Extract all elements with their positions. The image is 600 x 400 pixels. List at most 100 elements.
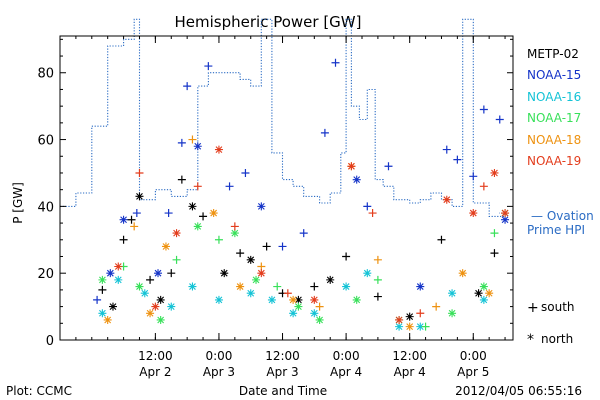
- legend-noaa-18: NOAA-18: [527, 133, 581, 147]
- legend-noaa-19: NOAA-19: [527, 154, 581, 168]
- marker-south: [490, 249, 499, 258]
- marker-south: [257, 262, 266, 271]
- marker-south: [188, 135, 197, 144]
- marker-north: [252, 275, 261, 284]
- marker-north: [315, 315, 324, 324]
- marker-north: [257, 269, 266, 278]
- marker-north: [479, 282, 488, 291]
- marker-north: [154, 269, 163, 278]
- marker-north: [257, 202, 266, 211]
- marker-north: [501, 215, 510, 224]
- marker-north: [448, 309, 457, 318]
- marker-north: [458, 269, 467, 278]
- marker-north: [352, 175, 361, 184]
- marker-north: [490, 168, 499, 177]
- marker-south: [320, 128, 329, 137]
- marker-south: [127, 215, 136, 224]
- marker-north: [119, 215, 128, 224]
- marker-south: [490, 229, 499, 238]
- marker-north: [108, 302, 117, 311]
- marker-south: [299, 229, 308, 238]
- x-tick-label: 0:00: [333, 349, 360, 363]
- marker-south: [368, 209, 377, 218]
- marker-south: [236, 249, 245, 258]
- marker-north: [448, 289, 457, 298]
- marker-south: [214, 235, 223, 244]
- x-tick-label: 0:00: [205, 349, 232, 363]
- marker-south: [373, 255, 382, 264]
- y-tick-label: 40: [37, 200, 54, 215]
- marker-south: [262, 242, 271, 251]
- legend-north-label: north: [541, 332, 573, 346]
- marker-north: [193, 222, 202, 231]
- marker-south: [363, 202, 372, 211]
- marker-north: [188, 202, 197, 211]
- marker-north: [167, 302, 176, 311]
- marker-north: [161, 242, 170, 251]
- marker-south: [98, 285, 107, 294]
- marker-south: [432, 302, 441, 311]
- marker-north: [172, 229, 181, 238]
- y-tick-label: 60: [37, 134, 54, 149]
- marker-north: [395, 315, 404, 324]
- legend-ovation-line2: Prime HPI: [527, 223, 585, 237]
- marker-south: [177, 138, 186, 147]
- legend-north-symbol: *: [527, 332, 534, 348]
- marker-south: [373, 292, 382, 301]
- ovation-hpi-line: [60, 18, 506, 217]
- marker-north: [103, 315, 112, 324]
- legend-south-label: south: [541, 300, 575, 314]
- series-noaa-15: [93, 58, 510, 304]
- marker-north: [352, 295, 361, 304]
- x-tick-sublabel: Apr 3: [266, 365, 298, 379]
- marker-north: [474, 289, 483, 298]
- marker-south: [177, 175, 186, 184]
- marker-south: [183, 82, 192, 91]
- marker-south: [146, 275, 155, 284]
- marker-north: [326, 275, 335, 284]
- marker-north: [363, 269, 372, 278]
- x-axis-label: Date and Time: [239, 384, 327, 398]
- marker-south: [135, 168, 144, 177]
- marker-south: [204, 62, 213, 71]
- marker-north: [156, 295, 165, 304]
- marker-south: [331, 58, 340, 67]
- marker-north: [405, 322, 414, 331]
- marker-north: [188, 282, 197, 291]
- marker-north: [416, 322, 425, 331]
- marker-north: [220, 269, 229, 278]
- marker-north: [442, 195, 451, 204]
- marker-north: [294, 302, 303, 311]
- y-tick-label: 0: [46, 334, 54, 349]
- marker-south: [469, 172, 478, 181]
- marker-north: [214, 295, 223, 304]
- marker-north: [135, 192, 144, 201]
- marker-north: [416, 282, 425, 291]
- marker-north: [485, 289, 494, 298]
- x-tick-sublabel: Apr 3: [203, 365, 235, 379]
- x-tick-label: 12:00: [392, 349, 427, 363]
- marker-north: [98, 275, 107, 284]
- marker-south: [119, 235, 128, 244]
- x-tick-sublabel: Apr 2: [139, 365, 171, 379]
- marker-north: [347, 162, 356, 171]
- marker-north: [114, 262, 123, 271]
- marker-south: [172, 255, 181, 264]
- marker-south: [199, 212, 208, 221]
- marker-north: [310, 295, 319, 304]
- marker-north: [156, 315, 165, 324]
- footer-left: Plot: CCMC: [6, 384, 72, 398]
- marker-south: [416, 309, 425, 318]
- legend-noaa-15: NOAA-15: [527, 68, 581, 82]
- marker-north: [230, 229, 239, 238]
- marker-north: [395, 322, 404, 331]
- marker-north: [310, 309, 319, 318]
- marker-north: [214, 145, 223, 154]
- marker-south: [130, 222, 139, 231]
- marker-south: [453, 155, 462, 164]
- marker-south: [273, 282, 282, 291]
- series-metp-02: [98, 175, 499, 321]
- legend-noaa-16: NOAA-16: [527, 90, 581, 104]
- x-tick-label: 12:00: [265, 349, 300, 363]
